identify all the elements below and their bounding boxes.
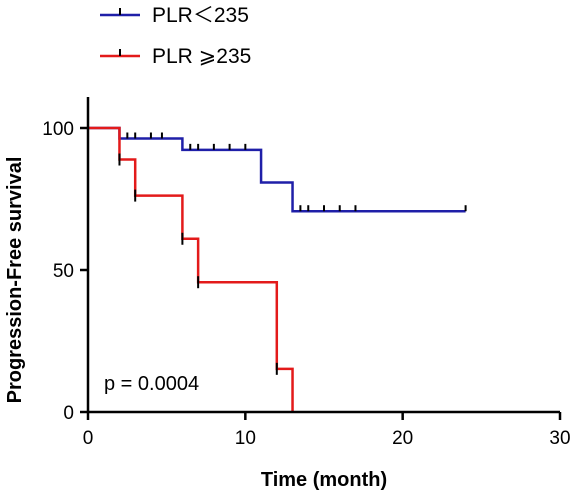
axes xyxy=(86,97,560,414)
series-0 xyxy=(88,126,467,213)
x-tick-label-10: 10 xyxy=(235,428,256,449)
legend-label-plr-low: PLR＜235 xyxy=(152,4,249,27)
legend-item-plr-low: PLR＜235 xyxy=(100,4,249,27)
x-tick-label-20: 20 xyxy=(392,428,413,449)
y-tick-label-0: 0 xyxy=(63,403,74,424)
p-value-annotation: p = 0.0004 xyxy=(104,373,199,395)
x-axis-title: Time (month) xyxy=(261,469,387,491)
y-tick-label-50: 50 xyxy=(53,261,74,282)
y-axis-title: Progression-Free survival xyxy=(4,157,26,404)
survival-curve-0 xyxy=(88,126,466,213)
series-layer xyxy=(88,126,467,412)
series-1 xyxy=(88,126,294,412)
legend: PLR＜235 PLR ⩾235 xyxy=(100,4,251,68)
x-tick-label-30: 30 xyxy=(549,428,570,449)
x-tick-label-0: 0 xyxy=(83,428,94,449)
legend-item-plr-high: PLR ⩾235 xyxy=(100,45,251,68)
legend-label-plr-high: PLR ⩾235 xyxy=(152,45,251,68)
ticks: 0 10 20 30 0 50 100 xyxy=(42,119,570,449)
y-tick-label-100: 100 xyxy=(42,119,74,140)
